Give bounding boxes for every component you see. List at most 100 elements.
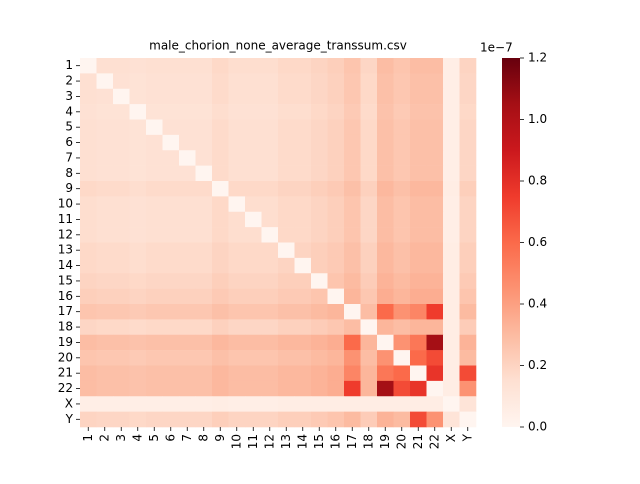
heatmap-cell [459,304,477,320]
heatmap-cell [294,211,312,228]
heatmap-cell [96,396,114,412]
heatmap-cell [311,73,328,90]
y-tick-label: Y [65,412,74,426]
heatmap-cell [344,73,361,90]
x-tick-label: 16 [328,434,342,449]
heatmap-cell [113,119,130,136]
heatmap-cell [426,150,444,166]
heatmap-cell [146,257,163,274]
heatmap-cell [327,58,345,74]
heatmap-cell [377,211,394,228]
heatmap-cell [410,211,427,228]
heatmap-cell [162,396,180,412]
heatmap-cell [179,150,196,166]
heatmap-cell [278,165,295,182]
heatmap-cell [80,304,97,320]
heatmap-cell [360,165,378,182]
heatmap-cell [443,365,460,382]
heatmap-cell [228,165,246,182]
heatmap-cell [146,227,163,243]
heatmap-cell [129,181,147,197]
heatmap-cell [261,196,279,213]
heatmap-cell [245,165,262,182]
heatmap-cell [162,73,180,90]
heatmap-cell [311,304,328,320]
heatmap-cell [96,227,114,243]
heatmap-cell [294,396,312,412]
heatmap-cell [146,396,163,412]
heatmap-cell [443,304,460,320]
y-tick-label: 1 [65,58,73,72]
heatmap-cell [393,242,411,259]
heatmap-cell [228,396,246,412]
heatmap-cell [129,288,147,305]
heatmap-cell [426,257,444,274]
x-tick-label: 12 [262,434,276,449]
heatmap-cell [410,396,427,412]
heatmap-cell [245,334,262,351]
heatmap-cell [129,380,147,397]
heatmap-cell [179,350,196,366]
heatmap-cell [311,334,328,351]
heatmap-cell [212,273,229,289]
heatmap-cell [443,58,460,74]
heatmap-cell [162,119,180,136]
x-tick-label: Y [460,433,474,442]
heatmap-cell [294,134,312,151]
heatmap-cell [129,58,147,74]
heatmap-cell [443,181,460,197]
heatmap-cell [96,334,114,351]
heatmap-cell [360,319,378,336]
heatmap-cell [96,119,114,136]
heatmap-cell [344,196,361,213]
heatmap-cell [344,58,361,74]
heatmap-cell [426,380,444,397]
heatmap-cell [278,396,295,412]
heatmap-cell [459,134,477,151]
heatmap-cell [146,304,163,320]
heatmap-cell [311,227,328,243]
heatmap-cell [129,257,147,274]
heatmap-cell [80,134,97,151]
heatmap-cell [278,288,295,305]
heatmap-cell [212,365,229,382]
heatmap-cell [459,350,477,366]
heatmap-cell [162,288,180,305]
y-tick-label: 11 [58,212,73,226]
x-tick-label: 6 [163,434,177,442]
heatmap-cell [96,319,114,336]
heatmap-cell [393,334,411,351]
heatmap-cell [459,396,477,412]
heatmap-cell [278,150,295,166]
heatmap-cell [228,227,246,243]
y-tick-label: 3 [65,89,73,103]
heatmap-cell [261,365,279,382]
heatmap-cell [393,273,411,289]
heatmap-cell [245,365,262,382]
heatmap-cell [212,58,229,74]
heatmap-cell [261,396,279,412]
heatmap-cell [360,150,378,166]
heatmap-cell [410,88,427,105]
heatmap-cell [80,119,97,136]
heatmap-cell [245,181,262,197]
heatmap-cell [179,411,196,428]
heatmap-cell [311,273,328,289]
heatmap-cell [459,211,477,228]
heatmap-cell [459,150,477,166]
heatmap-cell [426,334,444,351]
heatmap-cell [393,350,411,366]
heatmap-cell [129,104,147,120]
heatmap-cell [261,334,279,351]
heatmap-cell [96,196,114,213]
heatmap-cell [261,211,279,228]
y-tick-label: 2 [65,74,73,88]
heatmap-cell [459,196,477,213]
heatmap-cell [377,88,394,105]
heatmap-cell [261,134,279,151]
heatmap-cell [80,334,97,351]
heatmap-cell [278,365,295,382]
heatmap-cell [195,350,213,366]
heatmap-cell [294,88,312,105]
heatmap-cell [228,380,246,397]
